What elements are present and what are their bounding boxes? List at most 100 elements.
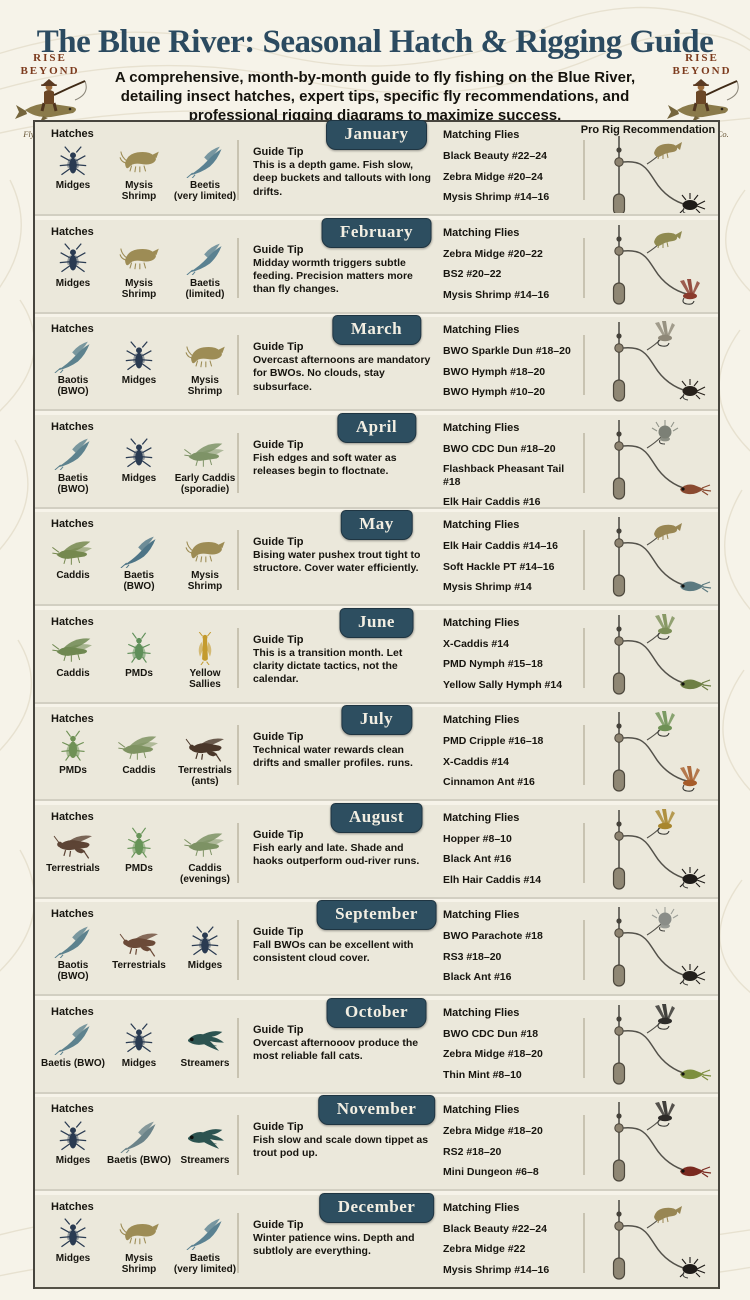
hatches-heading: Hatches bbox=[51, 225, 94, 238]
guide-tip-text: Fish slow and scale down tippet as trout… bbox=[253, 1134, 429, 1160]
hatch-label: Mysis Shrimp bbox=[121, 180, 157, 203]
guide-tip-heading: Guide Tip bbox=[253, 828, 304, 841]
hatch-item: Baetis (very limited) bbox=[173, 1216, 237, 1275]
guide-tip-heading: Guide Tip bbox=[253, 146, 304, 158]
guide-tip: Guide Tip Fall BWOs can be excellent wit… bbox=[253, 926, 433, 966]
hatch-label: Baotis (BWO) bbox=[57, 375, 89, 398]
hatch-label: Terrestrials bbox=[112, 960, 166, 971]
caddis-icon bbox=[41, 631, 105, 667]
matching-flies-heading: Matching Flies bbox=[443, 1104, 520, 1116]
hatch-item: Midges bbox=[107, 1021, 171, 1069]
guide-tip-text: This is a transition month. Let clarity … bbox=[253, 646, 403, 686]
column-divider bbox=[237, 920, 239, 980]
hatch-item: Beetis (very limited) bbox=[173, 143, 237, 202]
hatches-heading: Hatches bbox=[51, 518, 94, 530]
hatch-label: PMDs bbox=[125, 667, 153, 679]
matching-flies: Matching Flies Black Beauty #22–24 Zebra … bbox=[443, 1202, 583, 1285]
hatch-label: Midges bbox=[55, 1155, 91, 1166]
hatch-label: Mysis Shrimp bbox=[187, 570, 223, 593]
hatch-list: Terrestrials PMDs Caddis (evenings) bbox=[41, 826, 237, 885]
month-row: Hatches Midges Baetis (BWO) Streamers Nove… bbox=[35, 1095, 718, 1189]
midge-icon bbox=[107, 436, 171, 472]
month-row: Hatches Baotis (BWO) Terrestrials Midges S… bbox=[35, 900, 718, 994]
guide-tip-text: Technical water rewards clean drifts and… bbox=[253, 744, 413, 770]
hatches-heading: Hatches bbox=[51, 615, 94, 628]
hatch-label: Baotis (BWO) bbox=[57, 960, 89, 983]
midge-icon bbox=[107, 338, 171, 374]
month-name: June bbox=[358, 611, 395, 631]
column-divider bbox=[237, 822, 239, 883]
rig-diagram bbox=[587, 319, 715, 408]
matching-flies: Matching Flies BWO CDC Dun #18–20 Flashba… bbox=[443, 422, 583, 517]
fly-item: Cinnamon Ant #16 bbox=[443, 776, 535, 789]
column-divider bbox=[583, 920, 585, 980]
column-divider bbox=[583, 1212, 585, 1273]
hatch-item: Streamers bbox=[173, 1021, 237, 1069]
guide-tip: Guide Tip Fish slow and scale down tippe… bbox=[253, 1121, 433, 1161]
caddis-icon bbox=[173, 826, 237, 862]
fly-list: PMD Cripple #16–18 X-Caddis #14 Cinnamon A… bbox=[443, 735, 583, 789]
guide-tip-heading: Guide Tip bbox=[253, 243, 304, 256]
hatch-item: Caddis (evenings) bbox=[173, 826, 237, 885]
guide-tip-text: Fish early and late. Shade and haoks out… bbox=[253, 841, 420, 867]
logo-tagline-line1: RISE bbox=[685, 52, 719, 64]
streamer-icon bbox=[173, 1021, 237, 1057]
hatch-item: Terrestrials bbox=[41, 826, 105, 885]
hatch-item: Midges bbox=[107, 436, 171, 495]
month-banner: January bbox=[325, 120, 428, 150]
rig-diagram bbox=[587, 1197, 715, 1286]
matching-flies-heading: Matching Flies bbox=[443, 519, 520, 531]
column-divider bbox=[583, 725, 585, 785]
fly-item: Flashback Pheasant Tail #18 bbox=[443, 463, 565, 488]
matching-flies-heading: Matching Flies bbox=[443, 226, 520, 239]
hatch-item: Baetis (BWO) bbox=[41, 436, 105, 495]
fly-list: Black Beauty #22–24 Zebra Midge #22 Mysis … bbox=[443, 1223, 583, 1277]
fly-item: Yellow Sally Hymph #14 bbox=[443, 678, 563, 691]
matching-flies-heading: Matching Flies bbox=[443, 616, 520, 629]
hatch-label: Mysis Shrimp bbox=[121, 277, 157, 300]
mayfly-icon bbox=[41, 1021, 105, 1057]
midge-icon bbox=[41, 143, 105, 179]
hatches-heading: Hatches bbox=[51, 1200, 94, 1213]
hatches-heading: Hatches bbox=[51, 713, 94, 725]
hatch-list: Caddis PMDs Yellow Sallies bbox=[41, 631, 237, 690]
guide-tip-heading: Guide Tip bbox=[253, 633, 304, 646]
guide-tip-text: Midday wormth triggers subtle feeding. P… bbox=[253, 256, 413, 296]
hatches-heading: Hatches bbox=[51, 323, 94, 335]
column-divider bbox=[237, 1115, 239, 1175]
hatch-item: Yellow Sallies bbox=[173, 631, 237, 690]
month-row: Hatches Midges Mysis Shrimp Baetis (limite… bbox=[35, 217, 718, 312]
hatch-label: Mysis Shrimp bbox=[187, 375, 223, 398]
caddis-icon bbox=[41, 533, 105, 569]
hatch-label: Midges bbox=[55, 1252, 91, 1264]
rig-diagram bbox=[587, 514, 715, 603]
rig-diagram bbox=[587, 807, 715, 896]
hatch-label: Baetis (BWO) bbox=[57, 472, 89, 495]
rig-diagram bbox=[587, 904, 715, 993]
hatch-item: Early Caddis (sporadie) bbox=[173, 436, 237, 495]
guide-tip-text: This is a depth game. Fish slow, deep bu… bbox=[253, 159, 431, 198]
month-banner: April bbox=[336, 412, 417, 443]
guide-tip-text: Fall BWOs can be excellent with consiste… bbox=[253, 939, 414, 965]
guide-tip-text: Overcast afternooov produce the most rel… bbox=[253, 1036, 419, 1062]
hatch-label: Midges bbox=[55, 277, 91, 289]
seasonal-hatch-table: Hatches Midges Mysis Shrimp Beetis (very l… bbox=[33, 120, 720, 1289]
fly-list: BWO CDC Dun #18–20 Flashback Pheasant Tai… bbox=[443, 443, 583, 509]
rig-diagram bbox=[587, 1099, 715, 1188]
matching-flies: Matching Flies Zebra Midge #20–22 BS2 #20… bbox=[443, 227, 583, 310]
midge-icon bbox=[107, 1021, 171, 1057]
guide-tip: Guide Tip Fish early and late. Shade and… bbox=[253, 829, 433, 869]
hatch-item: Baotis (BWO) bbox=[41, 338, 105, 397]
month-row: Hatches Baetis (BWO) Midges Streamers Octo… bbox=[35, 997, 718, 1092]
hatch-label: Yellow Sallies bbox=[189, 667, 221, 690]
month-row: Hatches Caddis PMDs Yellow Sallies June Gu… bbox=[35, 607, 718, 702]
page-title: The Blue River: Seasonal Hatch & Rigging… bbox=[36, 24, 714, 60]
hatch-label: Baetis (limited) bbox=[185, 277, 225, 300]
guide-tip: Guide Tip Overcast afternooov produce th… bbox=[253, 1024, 433, 1064]
month-row: Hatches Midges Mysis Shrimp Beetis (very l… bbox=[35, 120, 718, 214]
guide-tip: Guide Tip Winter patience wins. Depth an… bbox=[253, 1219, 433, 1259]
mayfly-icon bbox=[107, 533, 171, 569]
fly-item: Zebra Midge #20–22 bbox=[443, 247, 543, 260]
hatch-label: Early Caddis (sporadie) bbox=[174, 472, 236, 495]
